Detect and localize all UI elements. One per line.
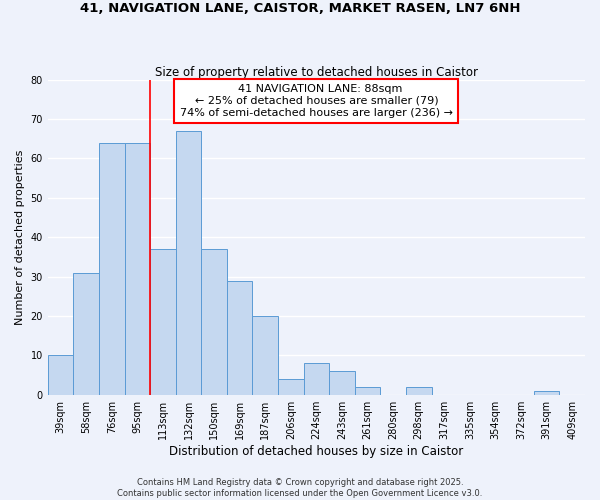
Bar	[227, 280, 253, 394]
Bar	[253, 316, 278, 394]
Title: Size of property relative to detached houses in Caistor: Size of property relative to detached ho…	[155, 66, 478, 78]
Bar	[304, 363, 329, 394]
Bar	[73, 272, 99, 394]
Bar	[534, 391, 559, 394]
Bar	[176, 131, 201, 394]
Text: 41, NAVIGATION LANE, CAISTOR, MARKET RASEN, LN7 6NH: 41, NAVIGATION LANE, CAISTOR, MARKET RAS…	[80, 2, 520, 16]
Bar	[125, 142, 150, 394]
Text: Contains HM Land Registry data © Crown copyright and database right 2025.
Contai: Contains HM Land Registry data © Crown c…	[118, 478, 482, 498]
Bar	[99, 142, 125, 394]
Text: 41 NAVIGATION LANE: 88sqm
← 25% of detached houses are smaller (79)
74% of semi-: 41 NAVIGATION LANE: 88sqm ← 25% of detac…	[180, 84, 453, 117]
Bar	[355, 387, 380, 394]
Bar	[201, 249, 227, 394]
Bar	[406, 387, 431, 394]
Y-axis label: Number of detached properties: Number of detached properties	[15, 150, 25, 325]
Bar	[150, 249, 176, 394]
Bar	[48, 356, 73, 395]
X-axis label: Distribution of detached houses by size in Caistor: Distribution of detached houses by size …	[169, 444, 464, 458]
Bar	[329, 371, 355, 394]
Bar	[278, 379, 304, 394]
